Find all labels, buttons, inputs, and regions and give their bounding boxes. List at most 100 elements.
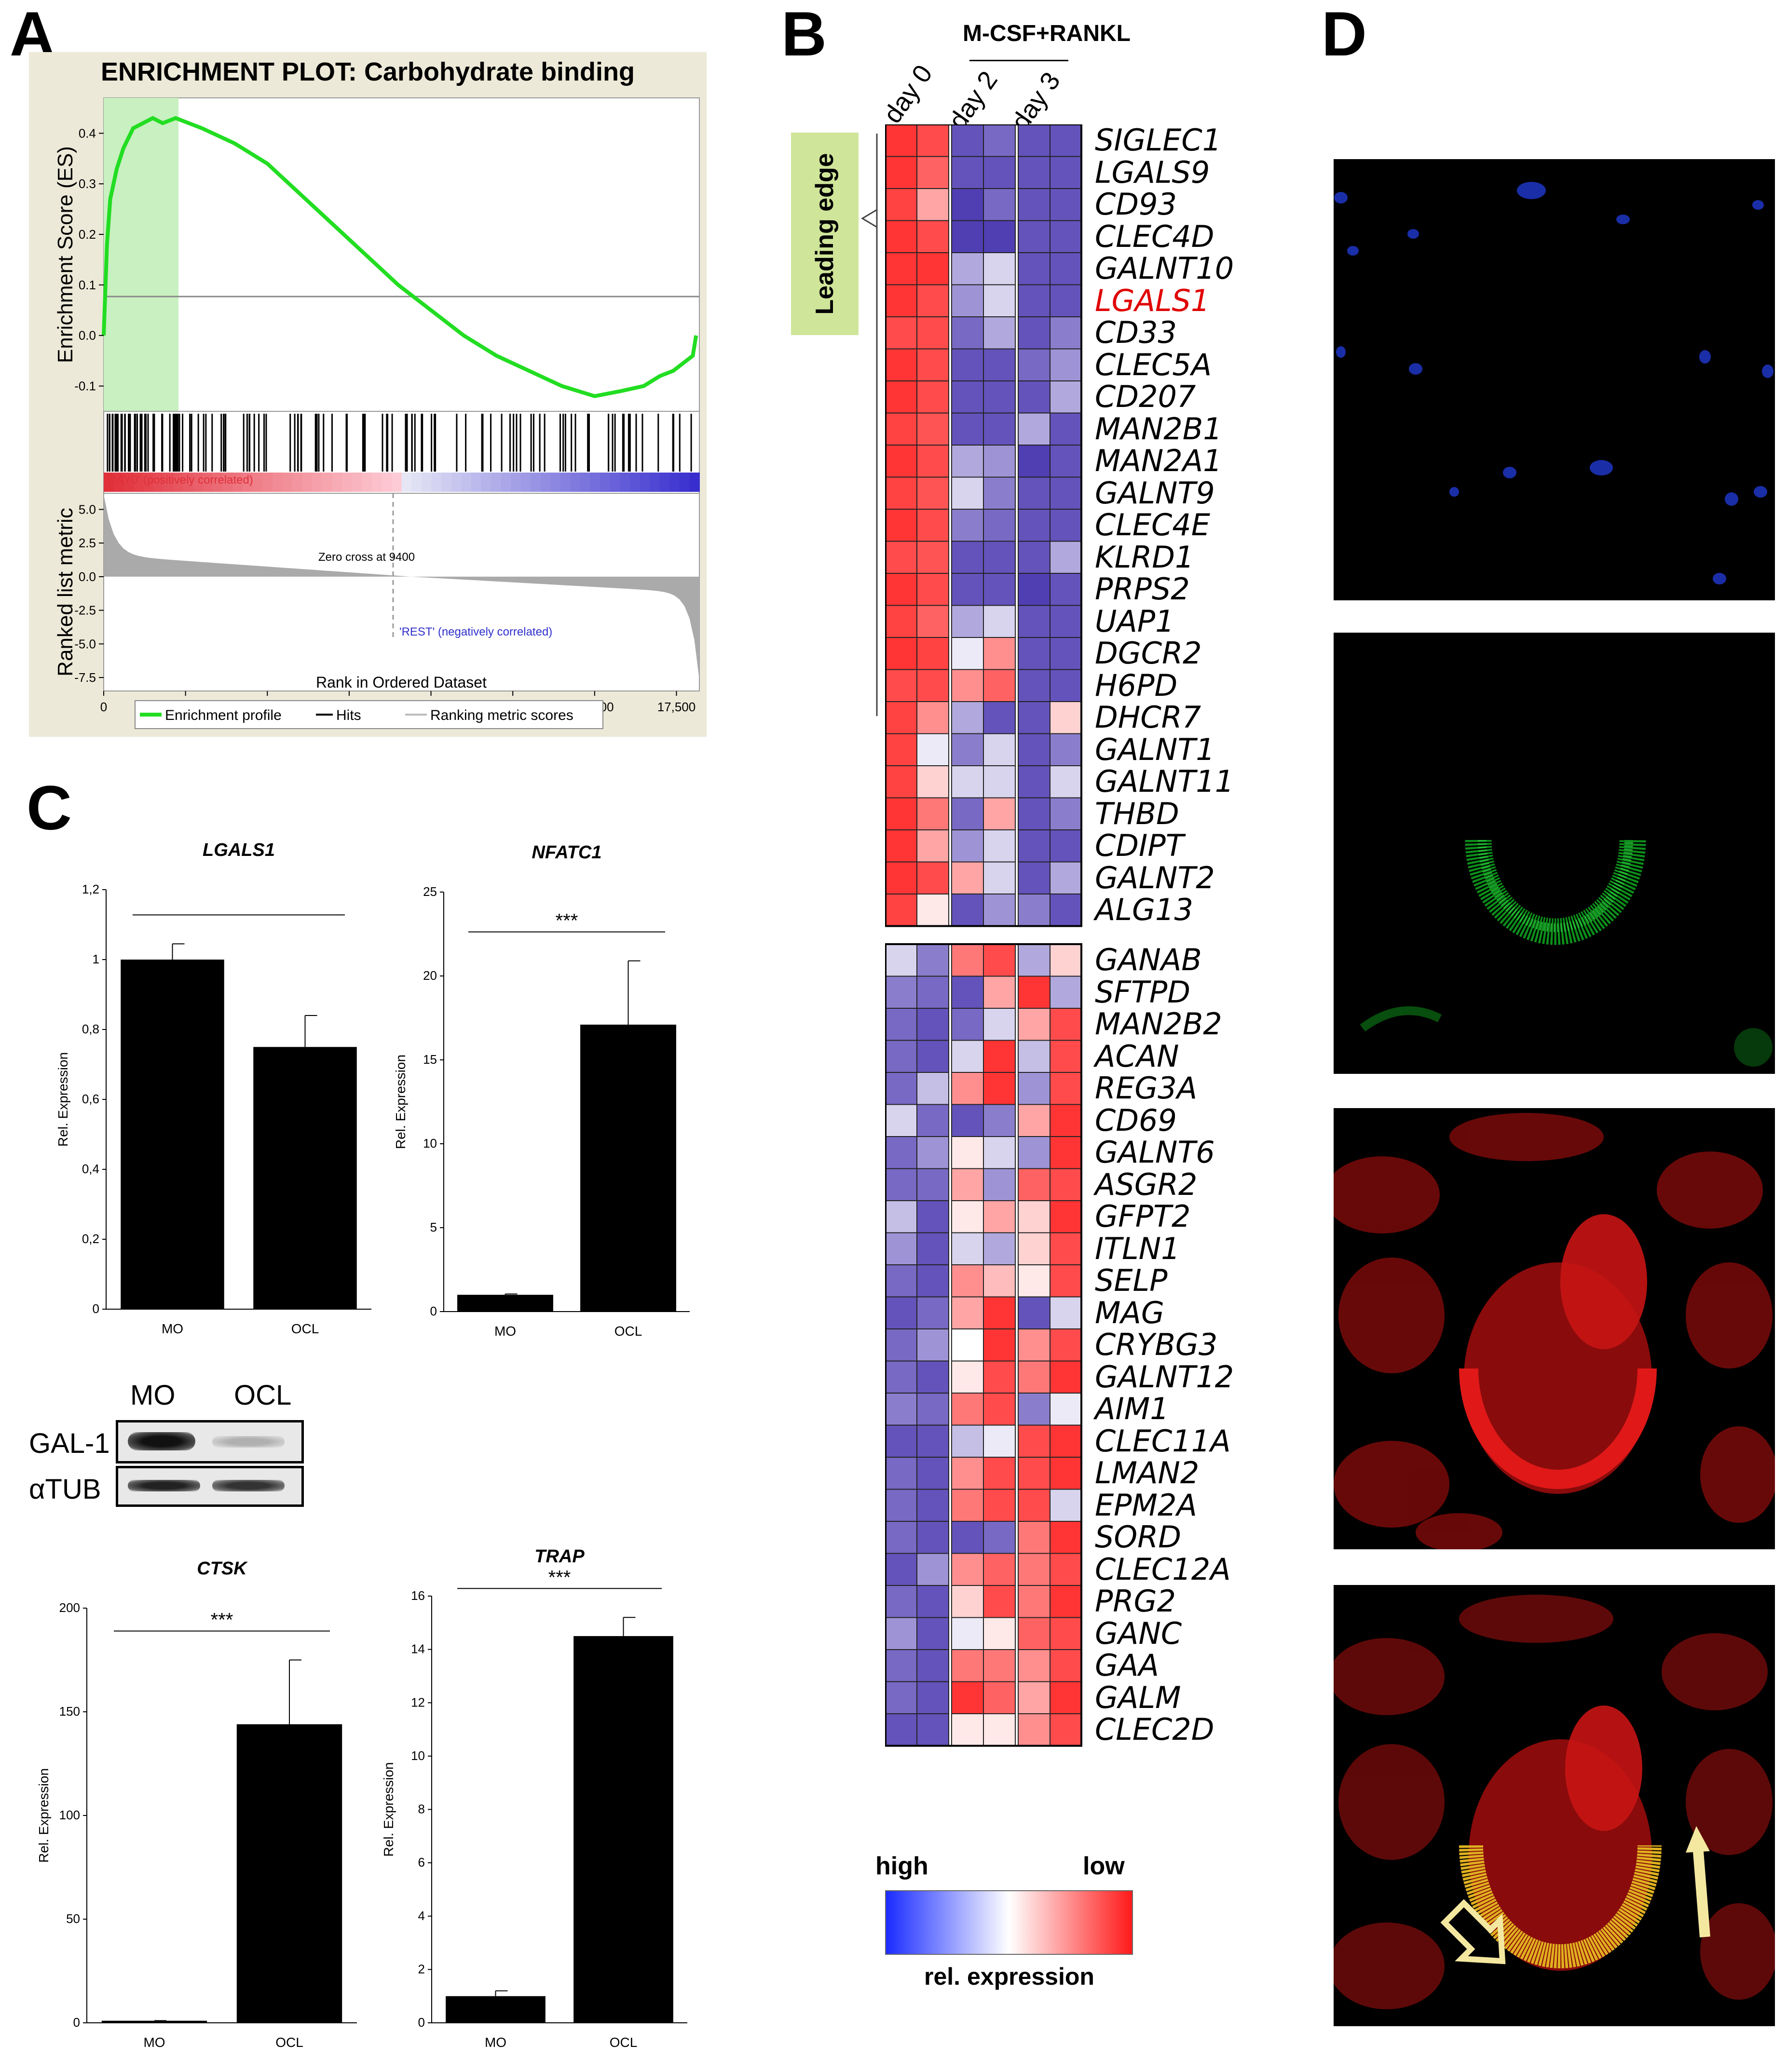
y-tick-label: 10	[411, 1748, 425, 1763]
y-tick-label: 100	[59, 1808, 80, 1822]
rank-colorbar	[104, 473, 700, 492]
heatmap-cell	[885, 380, 917, 414]
heatmap-cell	[916, 1424, 949, 1458]
heatmap-cell	[1018, 220, 1050, 253]
colorbar-segment	[352, 473, 363, 492]
heatmap-cell	[983, 124, 1016, 157]
heatmap-cell	[983, 1649, 1016, 1682]
heatmap-cell	[916, 1681, 949, 1714]
heatmap-cell	[916, 1040, 949, 1073]
heatmap-cell	[1050, 765, 1082, 799]
heatmap-cell	[1018, 509, 1050, 542]
y-tick-label: 6	[418, 1855, 425, 1869]
colorbar-segment	[600, 473, 611, 492]
legend-caption: rel. expression	[924, 1963, 1094, 1990]
chart-title: NFATC1	[532, 842, 602, 863]
heatmap-cell	[916, 316, 949, 350]
colorbar-segment	[659, 473, 670, 492]
heatmap-cell	[1050, 944, 1082, 977]
band-gal1-mo	[128, 1432, 195, 1450]
gene-label: GALNT9	[1095, 475, 1215, 511]
heatmap-cell	[885, 124, 917, 157]
y-tick-label: 0,6	[82, 1092, 99, 1106]
heatmap-cell	[1050, 284, 1082, 317]
heatmap-cell	[916, 573, 949, 606]
heatmap-cell	[1050, 1168, 1082, 1201]
y-tick-label: 20	[423, 968, 437, 983]
heatmap-cell	[951, 1200, 984, 1233]
heatmap-cell	[916, 605, 949, 638]
heatmap-cell	[885, 1457, 917, 1490]
gene-label: CDIPT	[1095, 828, 1184, 863]
heatmap-cell	[951, 1553, 984, 1586]
gene-label: MAN2A1	[1095, 443, 1222, 478]
gene-label: GALM	[1095, 1679, 1181, 1715]
heatmap-cell	[951, 1360, 984, 1394]
y-axis-label: Rel. Expression	[381, 1762, 396, 1856]
heatmap-cell	[1050, 1713, 1082, 1747]
heatmap-cell	[1018, 797, 1050, 830]
metric-tick-label: 5.0	[79, 502, 96, 516]
colorbar-segment	[689, 473, 700, 492]
colorbar-segment	[679, 473, 690, 492]
heatmap-cell	[916, 445, 949, 478]
heatmap-cell	[1018, 541, 1050, 574]
heatmap-cell	[885, 1296, 917, 1329]
heatmap-cell	[916, 476, 949, 510]
colorbar-segment	[232, 473, 244, 492]
gene-label: ALG13	[1095, 892, 1193, 927]
heatmap-cell	[951, 701, 984, 734]
heatmap-cell	[1050, 701, 1082, 734]
column-label-day0: day 0	[878, 59, 938, 129]
heatmap-cell	[983, 669, 1016, 702]
gene-label: LMAN2	[1095, 1455, 1200, 1490]
heatmap-cell	[983, 605, 1016, 638]
heatmap-cell	[885, 765, 917, 799]
heatmap-cell	[916, 1264, 949, 1298]
heatmap-cell	[1018, 316, 1050, 350]
heatmap-cell	[916, 1457, 949, 1490]
heatmap-cell	[951, 445, 984, 478]
heatmap-cell	[916, 509, 949, 542]
colorbar-segment	[580, 473, 591, 492]
heatmap-cell	[1050, 252, 1082, 285]
heatmap-cell	[1018, 1264, 1050, 1298]
heatmap-cell	[983, 944, 1016, 977]
heatmap-cell	[1050, 1040, 1082, 1073]
chart-title: LGALS1	[203, 840, 275, 860]
y-tick-label: 1,2	[82, 882, 99, 896]
bar	[457, 1295, 553, 1312]
bar	[446, 1996, 546, 2023]
heatmap-cell	[983, 252, 1016, 285]
heatmap-cell	[1018, 284, 1050, 317]
heatmap-cell	[1018, 1040, 1050, 1073]
colorbar-segment	[243, 473, 253, 492]
heatmap-cell	[1018, 1681, 1050, 1714]
colorbar-segment	[223, 473, 233, 492]
heatmap-cell	[885, 1521, 917, 1554]
heatmap-cell	[1018, 829, 1050, 863]
heatmap-cell	[1018, 380, 1050, 414]
heatmap-cell	[885, 220, 917, 253]
western-blot-tubulin	[116, 1466, 304, 1507]
heatmap-cell	[916, 124, 949, 157]
heatmap-cell	[983, 1457, 1016, 1490]
colorbar-segment	[302, 473, 313, 492]
y-tick-label: 150	[59, 1704, 80, 1719]
heatmap-cell	[885, 701, 917, 734]
heatmap-cell	[1050, 1360, 1082, 1394]
heatmap-cell	[885, 412, 917, 446]
sealing-zone-ring	[1465, 840, 1646, 945]
heatmap-cell	[951, 1232, 984, 1265]
heatmap-cell	[1018, 124, 1050, 157]
heatmap-cell	[983, 509, 1016, 542]
heatmap-cell	[916, 797, 949, 830]
gene-label: LGALS1	[1095, 283, 1210, 318]
heatmap-cell	[885, 669, 917, 702]
heatmap-cell	[885, 188, 917, 221]
gene-label: GANAB	[1095, 942, 1202, 977]
heatmap-cell	[951, 1328, 984, 1362]
solid-arrow-head	[1686, 1826, 1710, 1853]
heatmap-cell	[916, 1585, 949, 1618]
colorbar-segment	[471, 473, 482, 492]
